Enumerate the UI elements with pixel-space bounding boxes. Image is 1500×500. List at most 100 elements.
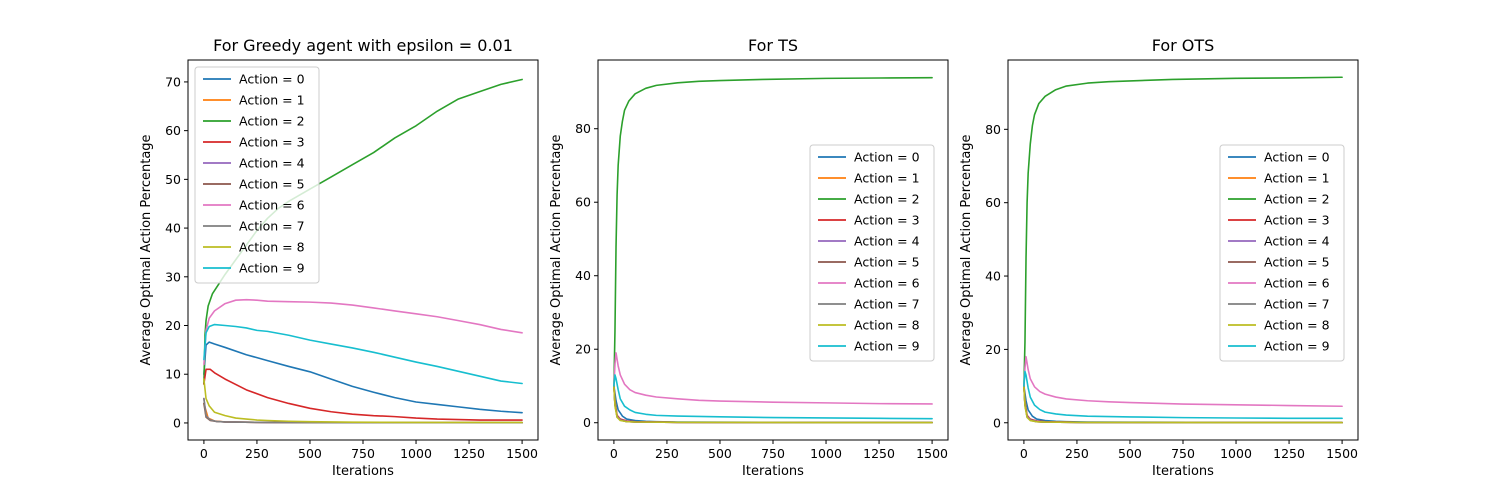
legend-label: Action = 0 <box>1264 150 1330 165</box>
series-line-6 <box>613 352 933 405</box>
legend-label: Action = 4 <box>854 234 920 249</box>
y-tick-label: 20 <box>575 342 591 357</box>
legend-label: Action = 7 <box>854 297 920 312</box>
x-tick-label: 0 <box>1020 446 1028 461</box>
x-tick-label: 1500 <box>916 446 948 461</box>
y-tick-label: 0 <box>583 415 591 430</box>
y-tick-label: 30 <box>165 269 181 284</box>
x-tick-label: 1500 <box>506 446 538 461</box>
y-tick-label: 20 <box>985 342 1001 357</box>
legend-label: Action = 0 <box>239 72 305 87</box>
legend-label: Action = 1 <box>239 93 305 108</box>
x-tick-label: 250 <box>245 446 269 461</box>
series-line-9 <box>1023 370 1343 420</box>
legend-label: Action = 8 <box>1264 318 1330 333</box>
y-tick-label: 60 <box>165 123 181 138</box>
legend: Action = 0 Action = 1 Action = 2 Action = 3… <box>809 144 935 362</box>
series-line-0 <box>203 341 523 414</box>
y-tick-label: 20 <box>165 318 181 333</box>
x-tick-label: 500 <box>1118 446 1142 461</box>
y-tick-label: 0 <box>173 415 181 430</box>
x-tick-label: 750 <box>351 446 375 461</box>
y-tick-label: 50 <box>165 172 181 187</box>
chart-title: For OTS <box>1152 36 1215 55</box>
chart-panel-1: 0 250 500 750 1000 1250 1500 0 20 40 60 80 For TS Ite… <box>549 36 949 479</box>
x-tick-label: 250 <box>655 446 679 461</box>
legend-label: Action = 9 <box>239 261 305 276</box>
series-line-2 <box>613 76 933 387</box>
x-axis-label: Iterations <box>332 464 394 479</box>
legend-label: Action = 5 <box>1264 255 1330 270</box>
y-tick-label: 40 <box>985 269 1001 284</box>
chart-title: For TS <box>748 36 798 55</box>
y-tick-label: 40 <box>165 221 181 236</box>
legend-label: Action = 3 <box>1264 213 1330 228</box>
x-tick-label: 1250 <box>863 446 895 461</box>
legend-label: Action = 8 <box>854 318 920 333</box>
y-tick-label: 70 <box>165 74 181 89</box>
x-tick-label: 1000 <box>400 446 432 461</box>
y-axis-label: Average Optimal Action Percentage <box>959 134 974 365</box>
series-line-9 <box>203 323 523 385</box>
legend: Action = 0 Action = 1 Action = 2 Action = 3… <box>1219 144 1345 362</box>
legend-label: Action = 9 <box>854 339 920 354</box>
legend-label: Action = 5 <box>854 255 920 270</box>
legend-label: Action = 0 <box>854 150 920 165</box>
x-tick-label: 1000 <box>1220 446 1252 461</box>
y-tick-label: 60 <box>985 195 1001 210</box>
series-line-2 <box>1023 76 1343 387</box>
legend-label: Action = 8 <box>239 240 305 255</box>
x-tick-label: 0 <box>610 446 618 461</box>
x-axis-label: Iterations <box>742 464 804 479</box>
legend-label: Action = 7 <box>239 219 305 234</box>
series-line-8 <box>1023 385 1343 424</box>
legend-label: Action = 2 <box>854 192 920 207</box>
y-tick-label: 80 <box>985 122 1001 137</box>
legend-label: Action = 9 <box>1264 339 1330 354</box>
x-tick-label: 1250 <box>1273 446 1305 461</box>
x-tick-label: 500 <box>708 446 732 461</box>
chart-panel-2: 0 250 500 750 1000 1250 1500 0 20 40 60 80 For OTS It… <box>959 36 1359 479</box>
y-tick-label: 80 <box>575 121 591 136</box>
chart-title: For Greedy agent with epsilon = 0.01 <box>213 36 513 55</box>
legend-label: Action = 1 <box>854 171 920 186</box>
x-axis-label: Iterations <box>1152 464 1214 479</box>
y-tick-label: 60 <box>575 195 591 210</box>
series-line-8 <box>203 378 523 424</box>
legend-label: Action = 5 <box>239 177 305 192</box>
x-tick-label: 500 <box>298 446 322 461</box>
legend-label: Action = 4 <box>1264 234 1330 249</box>
legend-label: Action = 2 <box>1264 192 1330 207</box>
legend-label: Action = 2 <box>239 114 305 129</box>
legend-label: Action = 3 <box>854 213 920 228</box>
legend-label: Action = 3 <box>239 135 305 150</box>
legend-label: Action = 7 <box>1264 297 1330 312</box>
y-tick-label: 40 <box>575 268 591 283</box>
legend-label: Action = 1 <box>1264 171 1330 186</box>
legend-label: Action = 6 <box>1264 276 1330 291</box>
y-axis-label: Average Optimal Action Percentage <box>549 134 564 365</box>
series-line-6 <box>203 298 523 366</box>
chart-panel-0: 0 250 500 750 1000 1250 1500 0 10 20 30 40 50 60 70 For… <box>139 36 539 479</box>
legend-label: Action = 4 <box>239 156 305 171</box>
x-tick-label: 750 <box>1171 446 1195 461</box>
legend: Action = 0 Action = 1 Action = 2 Action = 3… <box>194 66 320 284</box>
series-line-8 <box>613 385 933 424</box>
x-tick-label: 1250 <box>453 446 485 461</box>
x-tick-label: 1000 <box>810 446 842 461</box>
x-tick-label: 750 <box>761 446 785 461</box>
series-line-9 <box>613 374 933 420</box>
x-tick-label: 250 <box>1065 446 1089 461</box>
x-tick-label: 1500 <box>1326 446 1358 461</box>
y-tick-label: 10 <box>165 367 181 382</box>
series-group <box>613 76 933 424</box>
series-group <box>1023 76 1343 424</box>
y-tick-label: 0 <box>993 415 1001 430</box>
legend-label: Action = 6 <box>239 198 305 213</box>
x-tick-label: 0 <box>200 446 208 461</box>
series-line-6 <box>1023 355 1343 408</box>
series-line-3 <box>203 368 523 421</box>
legend-label: Action = 6 <box>854 276 920 291</box>
y-axis-label: Average Optimal Action Percentage <box>139 134 154 365</box>
